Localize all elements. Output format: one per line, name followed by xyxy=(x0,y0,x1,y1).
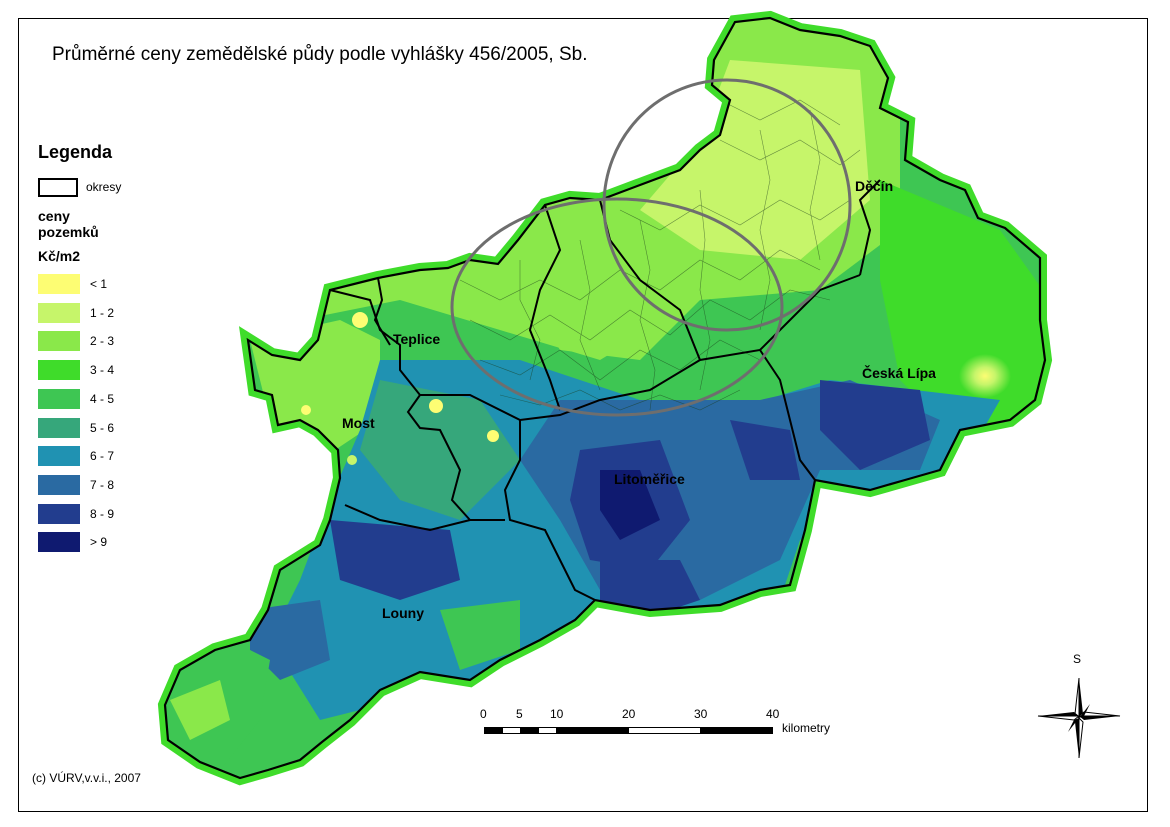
legend-class-label: 7 - 8 xyxy=(90,477,115,492)
scale-unit: kilometry xyxy=(782,721,831,735)
legend-swatch xyxy=(38,360,80,381)
scale-tick-40: 40 xyxy=(766,707,780,721)
legend-class-label: 8 - 9 xyxy=(90,506,115,521)
label-litomerice: Litoměřice xyxy=(614,471,685,487)
scale-bar-graphic xyxy=(484,727,773,734)
legend-class: 8 - 9 xyxy=(38,503,238,526)
scale-tick-30: 30 xyxy=(694,707,708,721)
price-surface xyxy=(165,18,1045,778)
label-louny: Louny xyxy=(382,605,424,621)
legend-class-label: 6 - 7 xyxy=(90,449,115,464)
scale-tick-0: 0 xyxy=(480,707,487,721)
legend-heading: Legenda xyxy=(38,142,113,162)
map-title: Průměrné ceny zemědělské půdy podle vyhl… xyxy=(52,44,588,65)
legend-class-label: 5 - 6 xyxy=(90,420,115,435)
compass-rose-icon xyxy=(1037,677,1121,759)
legend-class: < 1 xyxy=(38,274,238,296)
legend-class: 1 - 2 xyxy=(38,302,238,325)
legend-class: 2 - 3 xyxy=(38,331,238,353)
legend-class-label: > 9 xyxy=(90,535,108,550)
legend-district-label: okresy xyxy=(86,180,122,194)
legend-class: 5 - 6 xyxy=(38,417,238,440)
legend-swatch xyxy=(38,474,80,495)
legend-district-swatch xyxy=(38,178,78,197)
legend-class: 3 - 4 xyxy=(38,360,238,382)
legend-class-label: 4 - 5 xyxy=(90,391,115,406)
legend-swatch xyxy=(38,331,80,352)
legend-swatch xyxy=(38,503,80,524)
scale-tick-10: 10 xyxy=(550,707,564,721)
copyright: (c) VÚRV,v.v.i., 2007 xyxy=(32,771,141,785)
scale-bar: 0 5 10 20 30 40 kilometry xyxy=(478,707,858,747)
scale-tick-5: 5 xyxy=(516,707,523,721)
legend-class-label: 1 - 2 xyxy=(90,305,115,320)
legend-swatch xyxy=(38,302,80,323)
highlight-circles xyxy=(450,78,852,417)
legend-swatch xyxy=(38,388,80,409)
legend-class: 4 - 5 xyxy=(38,388,238,411)
legend-swatch xyxy=(38,417,80,438)
label-decin: Děčín xyxy=(855,178,894,194)
legend-unit: Kč/m2 xyxy=(38,248,81,264)
label-most: Most xyxy=(342,415,375,431)
scale-tick-20: 20 xyxy=(622,707,636,721)
legend-swatch xyxy=(38,532,80,553)
label-teplice: Teplice xyxy=(393,331,441,347)
legend-class-label: 2 - 3 xyxy=(90,334,115,349)
legend-class-label: 3 - 4 xyxy=(90,363,115,378)
north-arrow: S xyxy=(1036,652,1122,760)
legend-class: 7 - 8 xyxy=(38,474,238,497)
legend-subtitle: ceny pozemků xyxy=(38,208,99,240)
legend-class: 6 - 7 xyxy=(38,446,238,468)
legend-class: > 9 xyxy=(38,532,238,554)
legend-swatch xyxy=(38,446,80,467)
legend-swatch xyxy=(38,274,80,294)
legend-class-label: < 1 xyxy=(90,277,108,291)
north-label: S xyxy=(1073,652,1082,666)
label-ceska-lipa: Česká Lípa xyxy=(862,365,936,381)
